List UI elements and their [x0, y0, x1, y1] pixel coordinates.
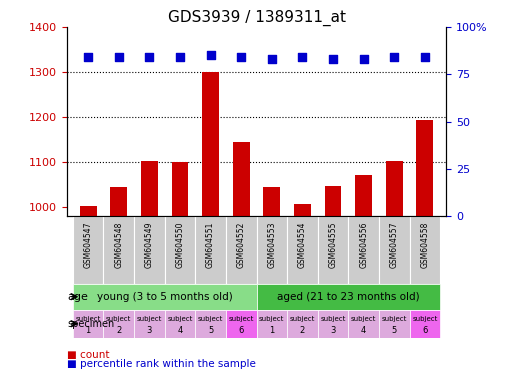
- Bar: [104, 216, 134, 284]
- Bar: [165, 216, 195, 284]
- Bar: [195, 216, 226, 284]
- Text: GSM604556: GSM604556: [359, 222, 368, 268]
- Point: [299, 54, 307, 60]
- Text: 3: 3: [330, 326, 336, 335]
- Text: specimen: specimen: [67, 319, 114, 329]
- Bar: [171, 162, 188, 384]
- Text: GSM604550: GSM604550: [175, 222, 185, 268]
- Text: 4: 4: [177, 326, 183, 335]
- Text: subject: subject: [75, 316, 101, 322]
- Text: GSM604552: GSM604552: [236, 222, 246, 268]
- Text: subject: subject: [320, 316, 346, 322]
- Text: subject: subject: [106, 316, 131, 322]
- Point: [360, 56, 368, 62]
- Text: GSM604548: GSM604548: [114, 222, 123, 268]
- Bar: [73, 284, 256, 310]
- Text: 2: 2: [116, 326, 122, 335]
- Text: subject: subject: [290, 316, 315, 322]
- Bar: [256, 216, 287, 284]
- Bar: [409, 310, 440, 338]
- Bar: [110, 187, 127, 384]
- Text: subject: subject: [351, 316, 377, 322]
- Bar: [233, 142, 250, 384]
- Bar: [263, 187, 280, 384]
- Bar: [318, 216, 348, 284]
- Text: 4: 4: [361, 326, 366, 335]
- Bar: [80, 206, 96, 384]
- Text: age: age: [67, 292, 88, 302]
- Text: subject: subject: [228, 316, 254, 322]
- Bar: [287, 310, 318, 338]
- Text: subject: subject: [136, 316, 162, 322]
- Bar: [256, 284, 440, 310]
- Text: 6: 6: [239, 326, 244, 335]
- Text: GSM604554: GSM604554: [298, 222, 307, 268]
- Text: GSM604549: GSM604549: [145, 222, 154, 268]
- Text: ■ percentile rank within the sample: ■ percentile rank within the sample: [67, 359, 255, 369]
- Point: [390, 54, 399, 60]
- Text: 3: 3: [147, 326, 152, 335]
- Text: 1: 1: [86, 326, 91, 335]
- Point: [84, 54, 92, 60]
- Bar: [134, 216, 165, 284]
- Text: subject: subject: [259, 316, 285, 322]
- Bar: [318, 310, 348, 338]
- Text: young (3 to 5 months old): young (3 to 5 months old): [97, 292, 232, 302]
- Bar: [379, 216, 409, 284]
- Bar: [165, 310, 195, 338]
- Text: GSM604547: GSM604547: [84, 222, 93, 268]
- Text: 6: 6: [422, 326, 427, 335]
- Text: 2: 2: [300, 326, 305, 335]
- Text: GSM604558: GSM604558: [420, 222, 429, 268]
- Bar: [226, 216, 256, 284]
- Point: [145, 54, 153, 60]
- Text: aged (21 to 23 months old): aged (21 to 23 months old): [277, 292, 420, 302]
- Bar: [294, 204, 311, 384]
- Point: [114, 54, 123, 60]
- Bar: [202, 72, 219, 384]
- Text: 5: 5: [391, 326, 397, 335]
- Bar: [287, 216, 318, 284]
- Text: subject: subject: [167, 316, 193, 322]
- Point: [176, 54, 184, 60]
- Bar: [355, 175, 372, 384]
- Point: [421, 54, 429, 60]
- Bar: [73, 216, 104, 284]
- Point: [206, 52, 214, 58]
- Point: [237, 54, 245, 60]
- Text: GSM604551: GSM604551: [206, 222, 215, 268]
- Text: subject: subject: [382, 316, 407, 322]
- Point: [268, 56, 276, 62]
- Bar: [134, 310, 165, 338]
- Text: GSM604555: GSM604555: [328, 222, 338, 268]
- Bar: [417, 120, 433, 384]
- Bar: [379, 310, 409, 338]
- Text: ■ count: ■ count: [67, 350, 109, 360]
- Bar: [348, 216, 379, 284]
- Bar: [409, 216, 440, 284]
- Title: GDS3939 / 1389311_at: GDS3939 / 1389311_at: [168, 9, 345, 25]
- Text: subject: subject: [198, 316, 223, 322]
- Point: [329, 56, 337, 62]
- Bar: [256, 310, 287, 338]
- Bar: [73, 310, 104, 338]
- Text: 1: 1: [269, 326, 274, 335]
- Text: subject: subject: [412, 316, 438, 322]
- Text: GSM604557: GSM604557: [390, 222, 399, 268]
- Text: 5: 5: [208, 326, 213, 335]
- Bar: [141, 161, 158, 384]
- Bar: [104, 310, 134, 338]
- Bar: [195, 310, 226, 338]
- Bar: [226, 310, 256, 338]
- Bar: [325, 185, 342, 384]
- Bar: [348, 310, 379, 338]
- Bar: [386, 161, 403, 384]
- Text: GSM604553: GSM604553: [267, 222, 277, 268]
